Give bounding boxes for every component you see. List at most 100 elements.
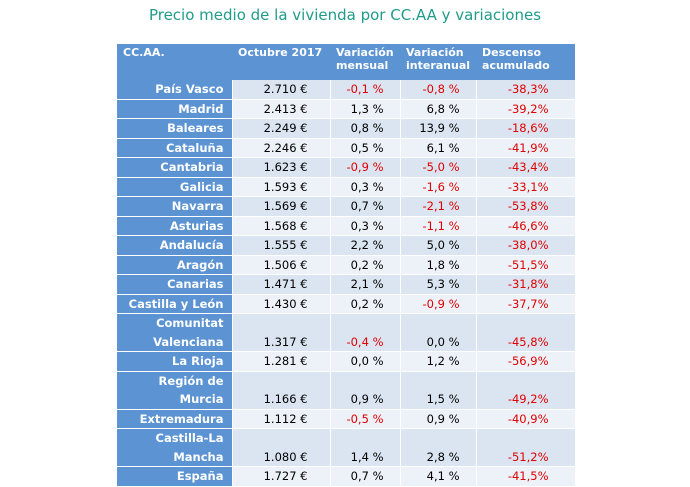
table-row: La Rioja 1.281 €0,0 % 1,2 % -56,9%	[117, 351, 576, 372]
value-cell: -53,8%	[476, 196, 576, 217]
value-cell: -31,8%	[476, 274, 576, 295]
value-cell: 1.112 €	[232, 409, 331, 429]
region-cell: La Rioja	[117, 351, 233, 372]
value-cell: 2.413 €	[232, 99, 331, 119]
table-row: Aragón 1.506 €0,2 % 1,8 % -51,5%	[117, 255, 576, 275]
value-cell: 1.506 €	[232, 255, 331, 275]
header-cell: Variación mensual	[330, 44, 400, 80]
table-row: Asturias 1.568 €0,3 % -1,1 % -46,6%	[117, 216, 576, 236]
region-cell: Aragón	[117, 255, 233, 275]
table-body: País Vasco 2.710 € -0,1 % -0,8 % -38,3% Madri…	[117, 80, 576, 487]
header-cell: Descenso acumulado	[476, 44, 576, 80]
title: Precio medio de la vivienda por CC.AA y …	[148, 6, 542, 24]
value-cell: 6,8 %	[400, 99, 477, 119]
value-cell: 0,2 %	[330, 294, 401, 314]
value-cell: 2,1 %	[330, 274, 401, 295]
value-cell: -43,4%	[476, 157, 576, 178]
region-cell: España	[117, 466, 233, 487]
value-cell: -1,1 %	[400, 216, 477, 236]
region-cell: Región de Murcia	[117, 371, 233, 410]
value-cell: 1.281 €	[232, 351, 331, 372]
table-row: Cantabria 1.623 € -0,9 % -5,0 % -43,4%	[117, 157, 576, 178]
value-cell: 0,7 %	[330, 466, 401, 487]
region-cell: Andalucía	[117, 235, 233, 256]
value-cell: -45,8%	[476, 313, 576, 352]
header-cell: CC.AA.	[117, 44, 232, 80]
value-cell: 0,2 %	[330, 255, 401, 275]
value-cell: -51,5%	[476, 255, 576, 275]
value-cell: 1,5 %	[400, 371, 477, 410]
table-row: Canarias 1.471 €2,1 % 5,3 % -31,8%	[117, 274, 576, 295]
value-cell: 1.166 €	[232, 371, 331, 410]
table-row: Madrid 2.413 €1,3 % 6,8 % -39,2%	[117, 99, 576, 119]
region-cell: Extremadura	[117, 409, 233, 429]
value-cell: 4,1 %	[400, 466, 477, 487]
value-cell: 5,3 %	[400, 274, 477, 295]
value-cell: 0,0 %	[330, 351, 401, 372]
region-cell: Madrid	[117, 99, 233, 119]
value-cell: 1.727 €	[232, 466, 331, 487]
table-row: Baleares 2.249 €0,8 % 13,9 % -18,6%	[117, 118, 576, 139]
value-cell: 1.317 €	[232, 313, 331, 352]
table-row: Región de Murcia 1.166 €0,9 % 1,5 % -49,2%	[117, 371, 576, 410]
value-cell: 0,7 %	[330, 196, 401, 217]
value-cell: -37,7%	[476, 294, 576, 314]
value-cell: 1.623 €	[232, 157, 331, 178]
region-cell: País Vasco	[117, 80, 233, 100]
table-row: Cataluña 2.246 €0,5 % 6,1 % -41,9%	[117, 138, 576, 158]
value-cell: 1,4 %	[330, 428, 401, 467]
data-table: CC.AA. Octubre 2017 Variación mensual Varia…	[117, 44, 576, 487]
value-cell: 1.593 €	[232, 177, 331, 197]
region-cell: Asturias	[117, 216, 233, 236]
region-cell: Castilla-La Mancha	[117, 428, 233, 467]
header-cell: Variación interanual	[400, 44, 477, 80]
value-cell: -38,0%	[476, 235, 576, 256]
value-cell: 2.249 €	[232, 118, 331, 139]
value-cell: 5,0 %	[400, 235, 477, 256]
value-cell: 1.568 €	[232, 216, 331, 236]
value-cell: -41,9%	[476, 138, 576, 158]
table-row: España 1.727 €0,7 % 4,1 % -41,5%	[117, 466, 576, 487]
region-cell: Navarra	[117, 196, 233, 217]
value-cell: -56,9%	[476, 351, 576, 372]
region-cell: Cantabria	[117, 157, 233, 178]
value-cell: -0,4 %	[330, 313, 401, 352]
value-cell: 6,1 %	[400, 138, 477, 158]
region-cell: Canarias	[117, 274, 233, 295]
value-cell: 1.555 €	[232, 235, 331, 256]
value-cell: -5,0 %	[400, 157, 477, 178]
value-cell: 2.710 €	[232, 80, 331, 100]
value-cell: 0,0 %	[400, 313, 477, 352]
region-cell: Comunitat Valenciana	[117, 313, 233, 352]
value-cell: 2.246 €	[232, 138, 331, 158]
value-cell: 1.430 €	[232, 294, 331, 314]
value-cell: -40,9%	[476, 409, 576, 429]
value-cell: -51,2%	[476, 428, 576, 467]
table-row: Castilla y León 1.430 €0,2 % -0,9 % -37,7%	[117, 294, 576, 314]
value-cell: -39,2%	[476, 99, 576, 119]
table-row: País Vasco 2.710 € -0,1 % -0,8 % -38,3%	[117, 80, 576, 100]
table-row: Comunitat Valenciana 1.317 € -0,4 % 0,0 % -4…	[117, 313, 576, 352]
region-cell: Castilla y León	[117, 294, 233, 314]
value-cell: 13,9 %	[400, 118, 477, 139]
value-cell: -46,6%	[476, 216, 576, 236]
header-row: CC.AA. Octubre 2017 Variación mensual Varia…	[117, 44, 576, 80]
value-cell: 0,9 %	[400, 409, 477, 429]
table-row: Galicia 1.593 €0,3 % -1,6 % -33,1%	[117, 177, 576, 197]
value-cell: 1.569 €	[232, 196, 331, 217]
region-cell: Galicia	[117, 177, 233, 197]
value-cell: -0,1 %	[330, 80, 401, 100]
table-row: Navarra 1.569 €0,7 % -2,1 % -53,8%	[117, 196, 576, 217]
value-cell: 0,3 %	[330, 177, 401, 197]
region-cell: Baleares	[117, 118, 233, 139]
value-cell: -1,6 %	[400, 177, 477, 197]
value-cell: -0,5 %	[330, 409, 401, 429]
value-cell: 1.471 €	[232, 274, 331, 295]
value-cell: 0,9 %	[330, 371, 401, 410]
value-cell: -18,6%	[476, 118, 576, 139]
table-row: Andalucía 1.555 €2,2 % 5,0 % -38,0%	[117, 235, 576, 256]
value-cell: 1,8 %	[400, 255, 477, 275]
value-cell: 0,5 %	[330, 138, 401, 158]
value-cell: -33,1%	[476, 177, 576, 197]
